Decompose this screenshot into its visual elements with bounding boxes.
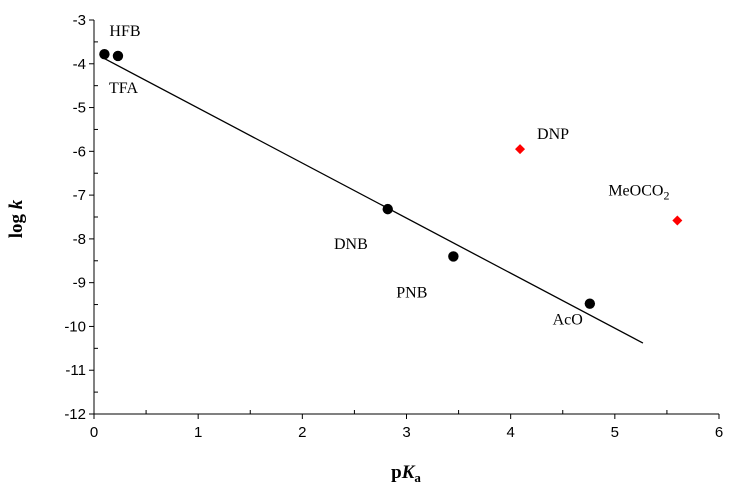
y-axis-title: log k bbox=[6, 199, 27, 238]
y-tick-label: -7 bbox=[73, 187, 86, 204]
y-tick-label: -12 bbox=[64, 406, 86, 423]
x-tick-label: 0 bbox=[90, 424, 98, 441]
data-point bbox=[448, 251, 459, 262]
x-axis-title: pKa bbox=[391, 462, 421, 485]
x-tick-label: 3 bbox=[402, 424, 410, 441]
data-label: MeOCO2 bbox=[608, 183, 669, 203]
x-tick-label: 2 bbox=[298, 424, 306, 441]
y-tick-label: -11 bbox=[65, 362, 86, 379]
y-tick-label: -4 bbox=[73, 56, 86, 73]
y-tick-label: -8 bbox=[73, 231, 86, 248]
x-tick-label: 4 bbox=[506, 424, 514, 441]
data-point bbox=[382, 203, 393, 215]
data-label: AcO bbox=[553, 312, 583, 329]
y-tick-label: -10 bbox=[64, 318, 86, 335]
plot-area bbox=[99, 48, 683, 344]
y-tick-label: -6 bbox=[73, 143, 86, 160]
x-tick-label: 1 bbox=[194, 424, 202, 441]
trend-line bbox=[104, 57, 644, 344]
data-label: TFA bbox=[109, 80, 138, 97]
data-point bbox=[672, 215, 683, 226]
x-axis: 0 1 2 3 4 5 6 bbox=[90, 410, 723, 441]
data-label: PNB bbox=[396, 284, 427, 301]
y-tick-label: -3 bbox=[73, 12, 86, 29]
data-label: DNP bbox=[537, 126, 569, 143]
y-axis: -3 -4 -5 -6 -7 -8 -9 -10 -11 -12 bbox=[64, 12, 98, 423]
data-point bbox=[112, 50, 124, 62]
point-labels: HFB TFA DNB PNB AcO DNP MeOCO2 bbox=[109, 23, 669, 329]
x-tick-label: 6 bbox=[715, 424, 723, 441]
data-point bbox=[515, 144, 526, 155]
data-label: HFB bbox=[109, 23, 140, 40]
x-tick-label: 5 bbox=[611, 424, 619, 441]
data-point bbox=[584, 298, 596, 309]
y-tick-label: -5 bbox=[73, 100, 86, 117]
data-point bbox=[99, 48, 110, 60]
y-tick-label: -9 bbox=[73, 275, 86, 292]
data-label: DNB bbox=[334, 236, 368, 253]
